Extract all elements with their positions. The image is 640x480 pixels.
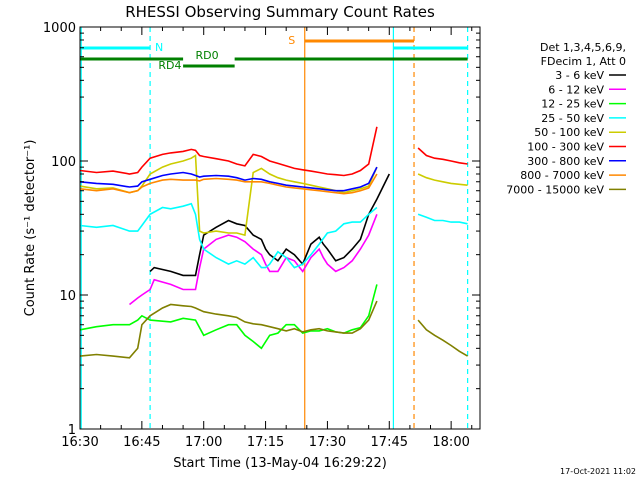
- series-line-5: [417, 147, 468, 165]
- series-line-8: [79, 300, 378, 359]
- x-axis-label: Start Time (13-May-04 16:29:22): [173, 456, 387, 471]
- legend-label: 300 - 800 keV: [527, 155, 604, 168]
- series-line-4: [417, 173, 468, 186]
- series-line-5: [79, 126, 378, 177]
- x-tick-label: 17:30: [309, 435, 346, 450]
- y-axis: 1 10 100 1000: [43, 21, 480, 438]
- legend-header: FDecim 1, Att 0: [541, 55, 626, 68]
- series-line-6: [79, 166, 378, 192]
- legend-label: 25 - 50 keV: [541, 112, 604, 125]
- x-axis: 16:30 16:45 17:00 17:15 17:30 17:45 18:00: [61, 27, 473, 450]
- y-tick-label: 100: [51, 155, 76, 170]
- chart-title: RHESSI Observing Summary Count Rates: [125, 3, 435, 21]
- timestamp: 17-Oct-2021 11:02: [560, 467, 636, 476]
- annotation-label: RD0: [195, 49, 218, 62]
- x-tick-label: 17:45: [371, 435, 408, 450]
- y-axis-label: Count Rate (s⁻¹ detector⁻¹): [23, 140, 38, 317]
- annotation-label: N: [155, 41, 163, 54]
- series-line-7: [79, 173, 378, 195]
- legend-label: 6 - 12 keV: [548, 83, 604, 96]
- series-line-3: [417, 213, 468, 225]
- annotation-layer: N S RD0 RD4: [80, 27, 469, 429]
- legend-label: 12 - 25 keV: [541, 98, 604, 111]
- legend-label: 50 - 100 keV: [534, 126, 604, 139]
- annotation-label: S: [288, 34, 295, 47]
- legend-header: Det 1,3,4,5,6,9,: [540, 41, 626, 54]
- x-tick-label: 18:00: [432, 435, 469, 450]
- series-line-1: [129, 214, 378, 306]
- legend-label: 3 - 6 keV: [555, 69, 604, 82]
- plot-frame: [79, 26, 481, 430]
- series-layer: [79, 126, 469, 359]
- legend: Det 1,3,4,5,6,9,FDecim 1, Att 03 - 6 keV…: [506, 41, 626, 196]
- x-tick-label: 16:45: [123, 435, 160, 450]
- x-tick-label: 17:00: [185, 435, 222, 450]
- x-tick-label: 16:30: [61, 435, 98, 450]
- y-tick-label: 10: [59, 289, 76, 304]
- x-tick-label: 17:15: [247, 435, 284, 450]
- annotation-label: RD4: [158, 59, 181, 72]
- y-tick-label: 1: [68, 423, 76, 438]
- legend-label: 800 - 7000 keV: [520, 169, 604, 182]
- series-line-3: [79, 202, 378, 269]
- legend-label: 7000 - 15000 keV: [506, 183, 604, 196]
- y-tick-label: 1000: [43, 21, 76, 36]
- legend-label: 100 - 300 keV: [527, 141, 604, 154]
- series-line-8: [417, 319, 469, 357]
